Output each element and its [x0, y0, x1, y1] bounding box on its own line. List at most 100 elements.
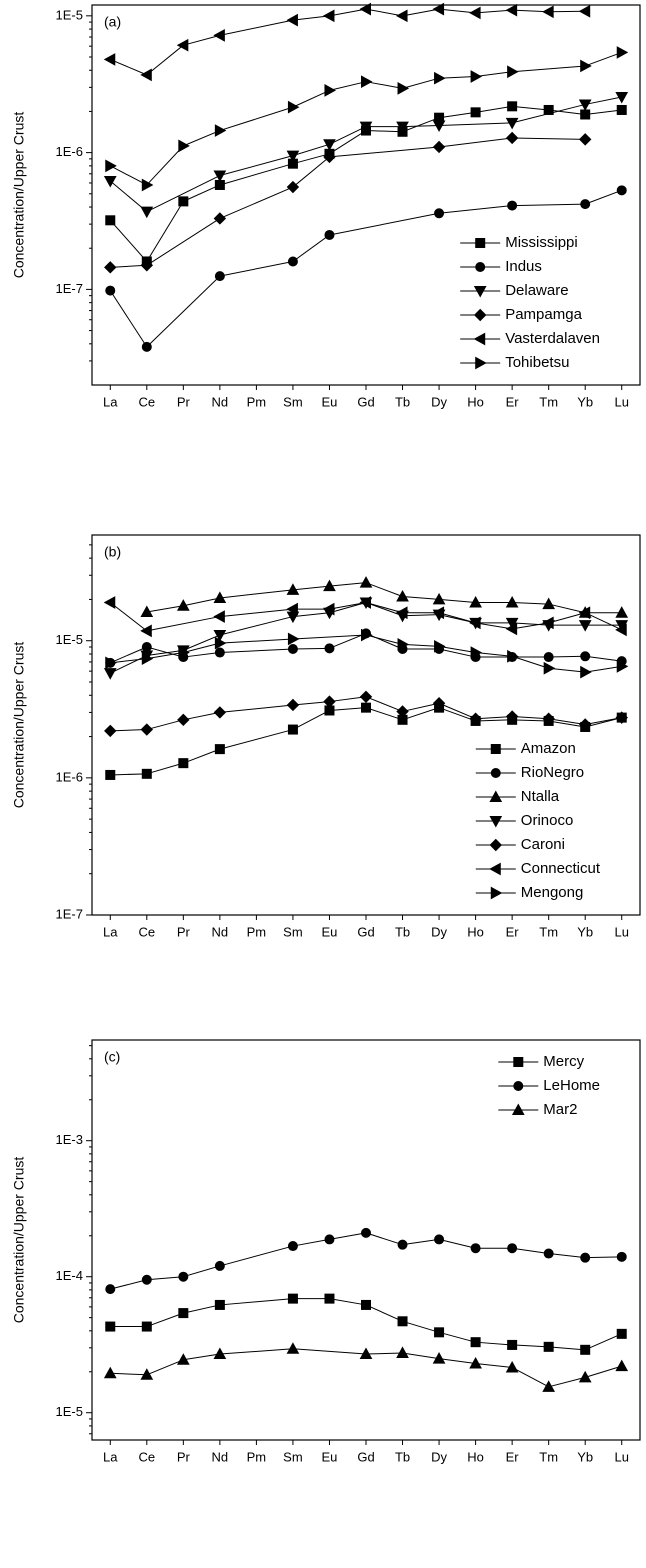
data-point	[580, 1344, 591, 1355]
x-tick-label: Pr	[177, 394, 191, 409]
data-point	[103, 1366, 117, 1379]
data-point	[505, 622, 518, 636]
series-line	[292, 634, 367, 640]
data-point	[615, 606, 629, 618]
series-line	[365, 582, 403, 597]
series-line	[512, 716, 549, 720]
data-point	[434, 639, 446, 653]
series-line	[146, 1359, 184, 1376]
series-line	[512, 601, 549, 605]
series-line	[475, 9, 513, 14]
data-point	[141, 1274, 152, 1285]
data-point	[616, 660, 629, 673]
series-line	[329, 602, 367, 614]
data-point	[432, 592, 446, 605]
series-line	[329, 1232, 367, 1240]
data-point	[505, 1360, 519, 1373]
series-line	[292, 710, 330, 731]
legend-marker	[473, 286, 487, 298]
series-line	[438, 645, 476, 654]
data-point	[580, 109, 591, 120]
series-line	[512, 719, 549, 722]
x-tick-label: Yb	[577, 394, 593, 409]
data-point	[470, 1337, 481, 1348]
x-tick-label: Dy	[431, 394, 447, 409]
x-tick-label: Pm	[247, 394, 267, 409]
data-point	[359, 690, 373, 704]
data-point	[359, 2, 371, 16]
data-point	[469, 1356, 482, 1369]
series-line	[512, 65, 586, 73]
series-line	[146, 145, 184, 186]
data-point	[104, 724, 117, 738]
series-line	[146, 646, 184, 658]
x-tick-label: Er	[506, 924, 520, 939]
data-point	[434, 208, 445, 219]
data-point	[359, 121, 373, 134]
y-tick-label: 1E-7	[56, 906, 83, 921]
series-line	[439, 137, 513, 148]
panel-label: (c)	[104, 1049, 120, 1065]
data-point	[505, 117, 519, 130]
legend-marker	[473, 308, 487, 322]
data-point	[140, 723, 154, 736]
data-point	[286, 1342, 300, 1354]
series-line	[292, 585, 330, 591]
data-point	[214, 744, 225, 755]
x-tick-label: Tm	[539, 394, 558, 409]
plot-frame	[91, 534, 641, 916]
data-point	[323, 695, 336, 708]
y-tick-label: 1E-6	[56, 144, 83, 159]
x-tick-label: Sm	[283, 1449, 303, 1464]
data-point	[140, 259, 154, 272]
data-point	[322, 602, 335, 616]
series-line	[329, 632, 367, 649]
series-line	[219, 729, 294, 750]
series-line	[402, 117, 440, 133]
x-tick-label: Eu	[322, 924, 338, 939]
series-line	[585, 655, 622, 662]
series-line	[439, 205, 513, 214]
data-point	[469, 712, 482, 725]
series-line	[183, 652, 220, 658]
series-line	[585, 51, 622, 67]
series-line	[109, 290, 148, 348]
data-point	[432, 697, 446, 710]
series-line	[585, 189, 622, 205]
x-tick-label: La	[103, 394, 118, 409]
data-point	[505, 617, 519, 630]
legend-marker	[489, 838, 502, 852]
legend-marker	[490, 744, 501, 754]
series-line	[183, 748, 221, 764]
data-point	[396, 121, 409, 134]
data-point	[434, 71, 446, 85]
data-point	[616, 46, 629, 59]
series-line	[548, 603, 586, 614]
legend-label: Mar2	[543, 1101, 577, 1118]
series-line	[146, 719, 184, 731]
series-line	[110, 1372, 147, 1376]
series-line	[402, 702, 440, 712]
series-line	[402, 1352, 440, 1360]
x-tick-label: Tb	[395, 1449, 410, 1464]
legend-label: Connecticut	[521, 860, 601, 877]
series-line	[548, 718, 586, 725]
data-point	[507, 200, 518, 211]
x-tick-label: Yb	[577, 924, 593, 939]
legend-label: Delaware	[505, 282, 568, 299]
data-point	[543, 661, 556, 675]
x-tick-label: Eu	[322, 394, 338, 409]
series-line	[329, 126, 367, 145]
series-line	[511, 655, 549, 669]
data-point	[395, 9, 408, 23]
data-point	[141, 652, 154, 665]
data-point	[578, 99, 592, 111]
data-point	[287, 256, 298, 267]
series-line	[365, 1232, 403, 1246]
series-line	[219, 155, 294, 177]
series-line	[512, 622, 549, 630]
data-point	[615, 711, 628, 724]
data-point	[432, 140, 446, 154]
data-point	[580, 1252, 591, 1263]
data-point	[542, 712, 555, 725]
